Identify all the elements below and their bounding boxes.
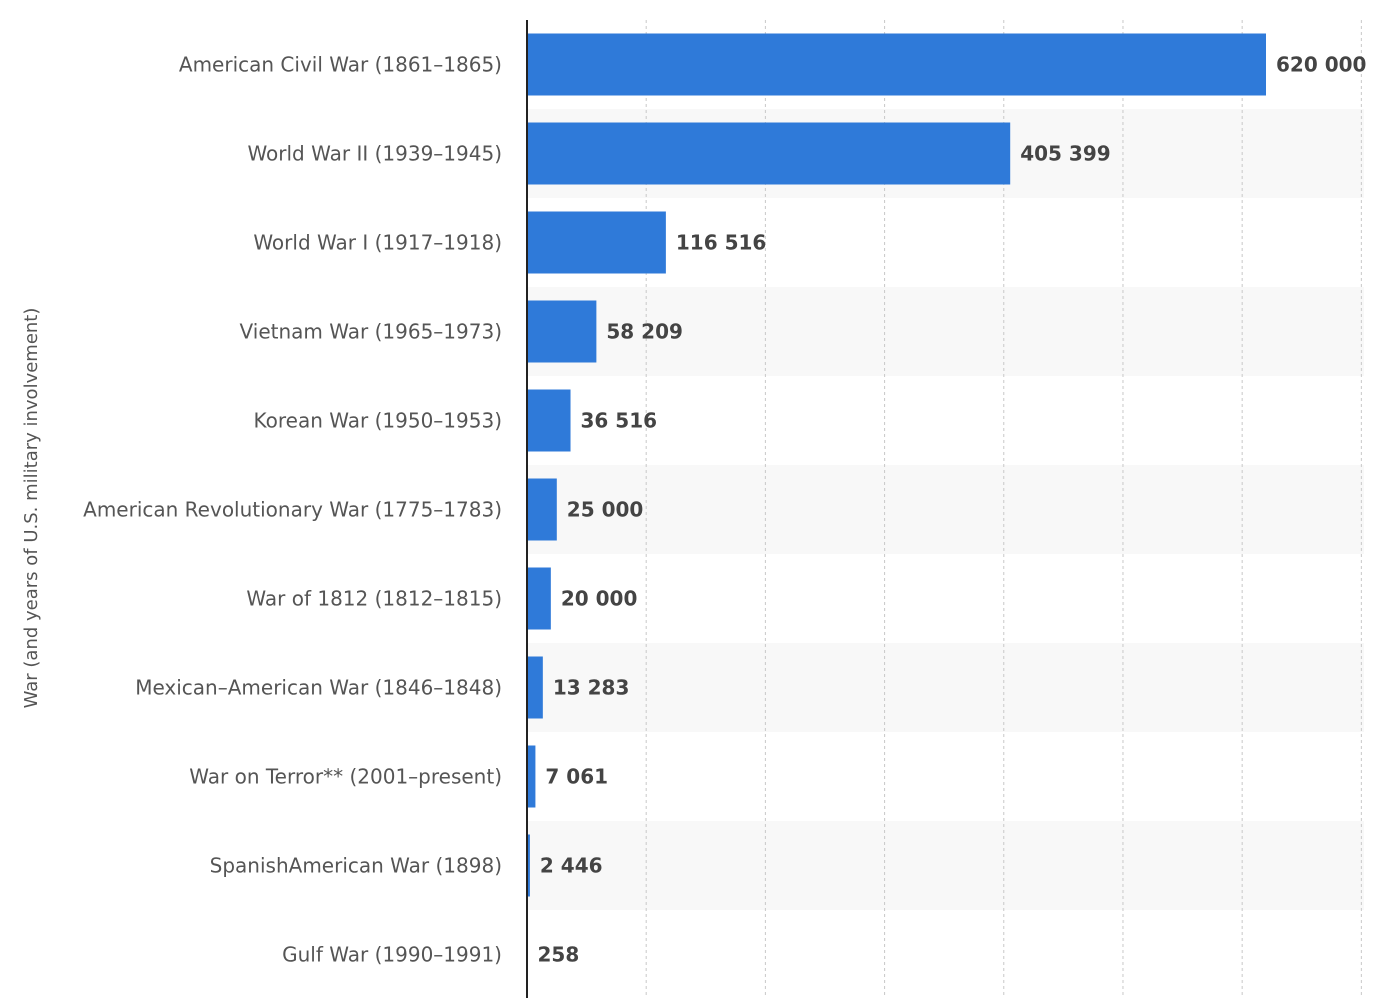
bar	[527, 656, 543, 719]
category-label: American Revolutionary War (1775–1783)	[83, 498, 502, 522]
bar	[527, 211, 666, 274]
bar	[527, 745, 536, 808]
value-label: 36 516	[581, 409, 658, 433]
bar	[527, 300, 597, 363]
value-label: 258	[538, 943, 580, 967]
bars	[527, 33, 1266, 986]
row-band	[527, 821, 1364, 910]
category-label: SpanishAmerican War (1898)	[210, 854, 502, 878]
category-label: World War I (1917–1918)	[253, 231, 502, 255]
category-labels: American Civil War (1861–1865) World War …	[83, 53, 502, 967]
bar	[527, 834, 530, 897]
category-label: World War II (1939–1945)	[247, 142, 502, 166]
category-label: American Civil War (1861–1865)	[179, 53, 502, 77]
value-labels: 620 000 405 399 116 516 58 209 36 516 25 000 2…	[538, 53, 1367, 967]
value-label: 2 446	[540, 854, 603, 878]
bar	[527, 33, 1266, 96]
value-label: 7 061	[545, 765, 608, 789]
bar	[527, 478, 557, 541]
value-label: 25 000	[567, 498, 644, 522]
category-label: Gulf War (1990–1991)	[282, 943, 502, 967]
row-band	[527, 465, 1364, 554]
category-label: Mexican–American War (1846–1848)	[135, 676, 502, 700]
category-label: War of 1812 (1812–1815)	[246, 587, 502, 611]
row-bands	[527, 109, 1364, 910]
value-label: 116 516	[676, 231, 766, 255]
category-label: War on Terror** (2001–present)	[189, 765, 502, 789]
bar	[527, 567, 551, 630]
value-label: 58 209	[606, 320, 683, 344]
bar	[527, 389, 571, 452]
value-label: 20 000	[561, 587, 638, 611]
category-label: Vietnam War (1965–1973)	[240, 320, 502, 344]
value-label: 13 283	[553, 676, 630, 700]
value-label: 405 399	[1020, 142, 1110, 166]
row-band	[527, 287, 1364, 376]
bar	[527, 122, 1011, 185]
y-axis-title: War (and years of U.S. military involvem…	[21, 308, 42, 709]
value-label: 620 000	[1276, 53, 1366, 77]
category-label: Korean War (1950–1953)	[254, 409, 502, 433]
row-band	[527, 643, 1364, 732]
